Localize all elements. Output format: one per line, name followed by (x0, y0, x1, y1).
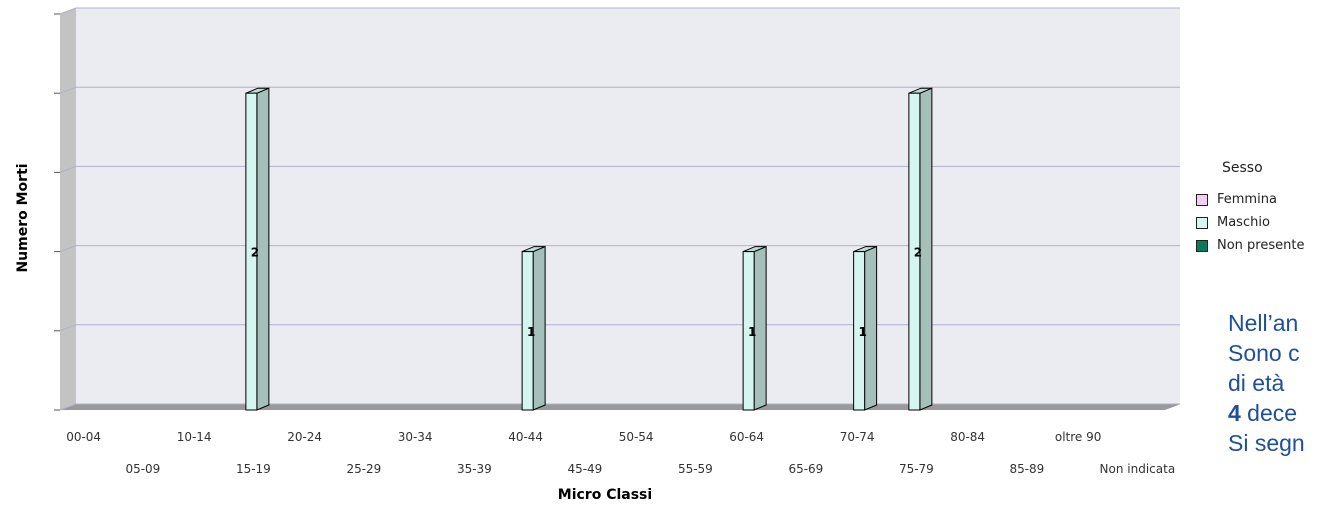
data-label: 2 (914, 246, 922, 260)
x-tick-label: 55-59 (678, 462, 713, 476)
x-tick-label: 40-44 (508, 430, 543, 444)
legend-item-femmina: Femmina (1196, 188, 1304, 211)
plot-floor (60, 404, 1180, 410)
legend-label: Femmina (1217, 192, 1277, 207)
side-text-line-2: Sono c (1228, 340, 1300, 366)
bar-front (908, 92, 921, 411)
x-tick-label: 50-54 (619, 430, 654, 444)
data-label: 1 (858, 325, 866, 339)
gridline-side (59, 165, 77, 173)
legend-item-non-presente: Non presente (1196, 234, 1304, 257)
x-tick-label: 25-29 (346, 462, 381, 476)
plot-back-wall (76, 8, 1180, 404)
y-axis-title: Numero Morti (15, 163, 31, 272)
bar-maschio-60-64: 1 (742, 245, 767, 411)
side-text-line-4-rest: dece (1240, 400, 1298, 426)
x-tick-label: 60-64 (729, 430, 764, 444)
gridline-side (59, 7, 77, 15)
x-tick-label: oltre 90 (1055, 430, 1102, 444)
side-text: Nell’an Sono c di età 4 dece Si segn (1228, 308, 1305, 458)
bar-maschio-15-19: 2 (245, 87, 270, 411)
legend-items: Femmina Maschio Non presente (1196, 188, 1304, 257)
x-tick-label: 45-49 (567, 462, 602, 476)
plot-side-wall (60, 8, 76, 410)
legend: Sesso Femmina Maschio Non presente (1196, 160, 1304, 257)
x-tick-label: 15-19 (236, 462, 271, 476)
legend-swatch (1196, 193, 1208, 206)
bar-chart: 2 1 1 1 2 00-04 05-09 10-14 15-19 20-24 25-29 30-3… (15, 7, 1180, 503)
bar-front (521, 251, 534, 411)
x-tick-label: 80-84 (950, 430, 985, 444)
x-tick-label: 00-04 (66, 430, 101, 444)
gridline-side (59, 86, 77, 94)
x-tick-label: 05-09 (125, 462, 160, 476)
gridline-side (59, 245, 77, 253)
x-tick-label: 70-74 (840, 430, 875, 444)
bar-maschio-70-74: 1 (853, 245, 878, 411)
bar-maschio-75-79: 2 (908, 87, 933, 411)
gridline-side (59, 324, 77, 332)
side-text-count: 4 (1228, 400, 1241, 426)
plot-background (60, 8, 1180, 410)
legend-title: Sesso (1222, 160, 1263, 176)
x-tick-label: Non indicata (1100, 462, 1176, 476)
bar-front (245, 92, 258, 411)
bar-front (742, 251, 755, 411)
side-text-line-5: Si segn (1228, 430, 1305, 456)
bar-front (853, 251, 866, 411)
legend-label: Non presente (1217, 238, 1305, 253)
x-tick-label: 20-24 (287, 430, 322, 444)
legend-swatch (1196, 216, 1208, 229)
legend-swatch (1196, 239, 1208, 252)
gridline-side (59, 403, 77, 411)
x-tick-label: 30-34 (398, 430, 433, 444)
x-tick-labels: 00-04 05-09 10-14 15-19 20-24 25-29 30-34 35-39… (66, 430, 1175, 476)
data-label: 1 (527, 325, 535, 339)
x-tick-label: 10-14 (177, 430, 212, 444)
side-text-line-1: Nell’an (1228, 310, 1299, 336)
x-tick-label: 75-79 (899, 462, 934, 476)
bars: 2 1 1 1 2 (245, 87, 933, 411)
x-tick-label: 35-39 (457, 462, 492, 476)
x-tick-label: 65-69 (788, 462, 823, 476)
x-tick-label: 85-89 (1009, 462, 1044, 476)
bar-maschio-40-44: 1 (521, 245, 546, 411)
side-text-line-3: di età (1228, 370, 1285, 396)
side-text-line-4: 4 dece (1228, 398, 1305, 428)
legend-label: Maschio (1217, 215, 1270, 230)
data-label: 1 (748, 325, 756, 339)
legend-item-maschio: Maschio (1196, 211, 1304, 234)
data-label: 2 (251, 246, 259, 260)
x-axis-title: Micro Classi (558, 487, 652, 503)
